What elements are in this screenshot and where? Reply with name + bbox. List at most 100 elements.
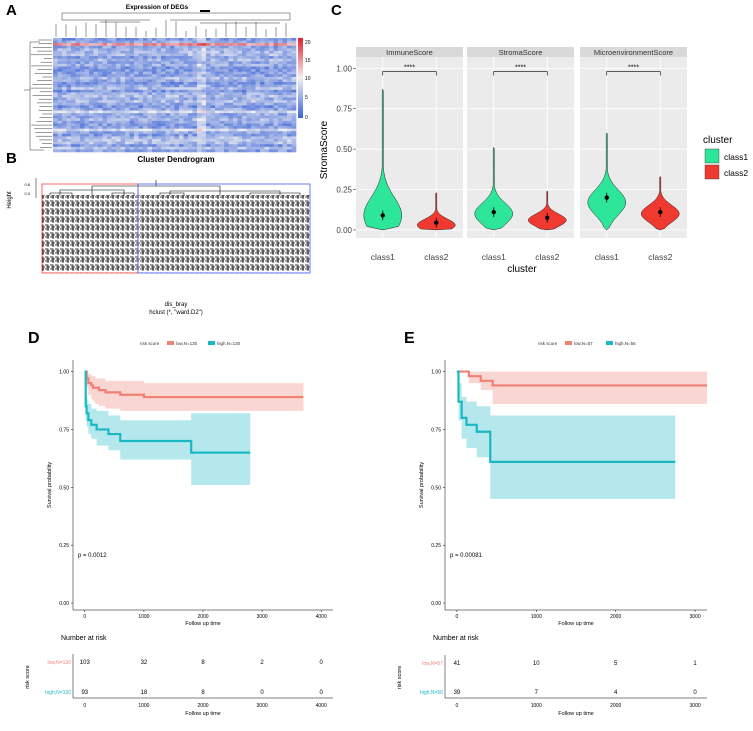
heatmap-cell (84, 53, 90, 57)
heatmap-cell (179, 45, 184, 49)
heatmap-cell (84, 45, 90, 49)
heatmap-cell (287, 144, 292, 148)
heatmap-cell (143, 126, 148, 129)
heatmap-cell (206, 95, 211, 98)
heatmap-cell (147, 76, 153, 80)
heatmap-cell (183, 115, 189, 119)
km-y-tick-label: 1.00 (59, 370, 69, 376)
heatmap-cell (188, 133, 193, 137)
heatmap-cell (192, 141, 198, 145)
heatmap-cell (188, 113, 193, 117)
heatmap-cell (174, 40, 180, 44)
heatmap-cell (264, 79, 270, 83)
legend-label-class1: class1 (724, 152, 748, 162)
heatmap-cell (197, 128, 202, 132)
heatmap-cell (75, 53, 81, 57)
heatmap-cell (251, 113, 256, 117)
heatmap-cell (53, 74, 58, 78)
facet-strip-label: StromaScore (499, 48, 543, 57)
heatmap-cell (165, 43, 171, 47)
heatmap-cell (89, 131, 94, 135)
heatmap-cell (147, 92, 153, 96)
heatmap-cell (71, 43, 76, 47)
significance-bracket (606, 71, 661, 76)
heatmap-cell (120, 131, 126, 135)
heatmap-cell (138, 92, 144, 96)
heatmap-cell (102, 38, 108, 41)
heatmap-cell (215, 79, 220, 83)
heatmap-cell (201, 82, 207, 85)
heatmap-cell (183, 123, 189, 127)
violin-y-label: StromaScore (319, 120, 330, 179)
heatmap-cell (93, 113, 99, 117)
heatmap-cell (246, 82, 252, 85)
heatmap-cell (156, 58, 162, 62)
heatmap-cell (111, 76, 117, 80)
heatmap-cell (282, 126, 288, 129)
heatmap-cell (152, 48, 157, 52)
heatmap-cell (57, 71, 63, 75)
heatmap-cell (147, 82, 153, 85)
violin-class1 (587, 132, 626, 231)
heatmap-cell (129, 87, 135, 91)
heatmap-cell (282, 146, 288, 150)
heatmap-cell (188, 100, 193, 104)
heatmap-cell (116, 126, 121, 129)
heatmap-cell (233, 118, 238, 122)
heatmap-cell (170, 38, 175, 41)
heatmap-cell (134, 105, 139, 109)
km-x-tick-label: 2000 (197, 614, 208, 620)
heatmap-cell (129, 128, 135, 132)
heatmap-cell (183, 113, 189, 117)
heatmap-cell (84, 113, 90, 117)
heatmap-cell (197, 95, 202, 98)
heatmap-cell (75, 66, 81, 70)
heatmap-cell (215, 113, 220, 117)
heatmap-cell (246, 58, 252, 62)
heatmap-cell (260, 71, 265, 75)
heatmap-cell (84, 126, 90, 129)
heatmap-cell (174, 133, 180, 137)
heatmap-cell (75, 58, 81, 62)
heatmap-cell (98, 76, 103, 80)
heatmap-cell (237, 113, 243, 117)
heatmap-cell (233, 113, 238, 117)
heatmap-cell (129, 89, 135, 93)
heatmap-cell (242, 79, 247, 83)
heatmap-cell (80, 141, 85, 145)
violin-y-axis: 0.000.250.500.751.00 (336, 64, 356, 235)
heatmap-cell (282, 66, 288, 70)
heatmap-cell (206, 84, 211, 88)
heatmap-cell (269, 71, 274, 75)
heatmap-cell (134, 115, 139, 119)
heatmap-cell (210, 133, 216, 137)
heatmap-cell (152, 53, 157, 57)
heatmap-cell (129, 110, 135, 114)
heatmap-cell (71, 40, 76, 44)
heatmap-cell (282, 128, 288, 132)
heatmap-cell (170, 95, 175, 98)
heatmap-cell (210, 136, 216, 140)
heatmap-cell (282, 131, 288, 135)
heatmap-cell (71, 95, 76, 98)
heatmap-cell (170, 58, 175, 62)
heatmap-cell (125, 144, 130, 148)
heatmap-cell (138, 97, 144, 101)
heatmap-cell (120, 136, 126, 140)
heatmap-cell (237, 131, 243, 135)
heatmap-cell (287, 69, 292, 72)
heatmap-cell (282, 105, 288, 109)
heatmap-cell (89, 69, 94, 72)
heatmap-cell (102, 79, 108, 83)
heatmap-cell (224, 133, 229, 137)
heatmap-cell (107, 126, 112, 129)
heatmap-cell (98, 141, 103, 145)
heatmap-cell (53, 53, 58, 57)
heatmap-cell (233, 56, 238, 60)
heatmap-cell (71, 97, 76, 101)
heatmap-cell (183, 71, 189, 75)
heatmap-cell (147, 139, 153, 142)
heatmap-cell (273, 141, 279, 145)
heatmap-cell (147, 61, 153, 65)
heatmap-cell (246, 97, 252, 101)
